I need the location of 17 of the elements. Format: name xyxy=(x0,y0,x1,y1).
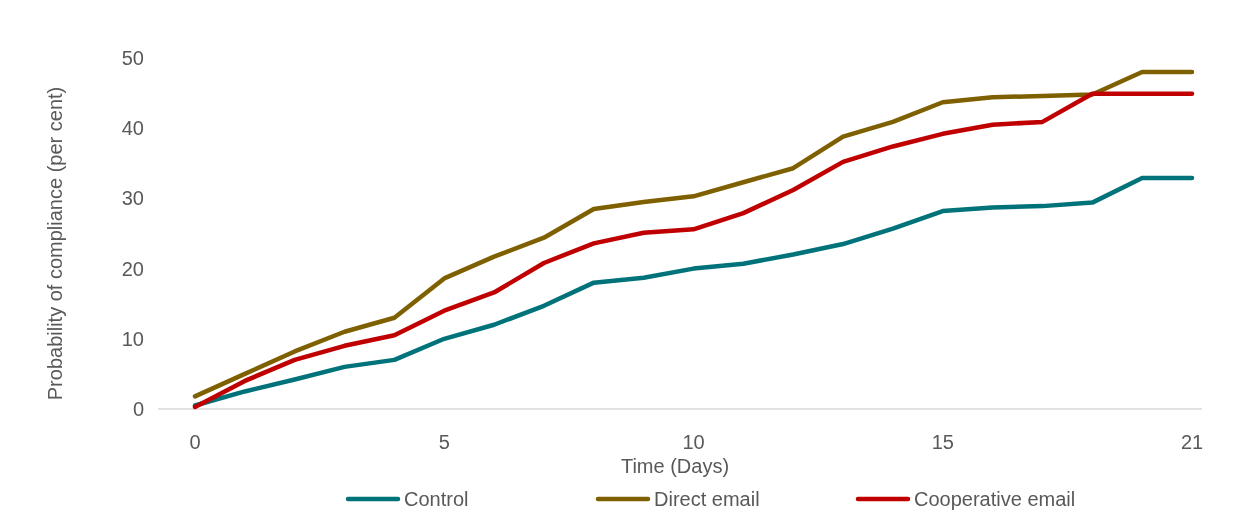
x-tick-label: 10 xyxy=(682,431,705,453)
y-tick-label: 0 xyxy=(132,398,144,420)
x-axis-title: Time (Days) xyxy=(620,455,730,477)
y-tick-label: 40 xyxy=(121,117,144,140)
x-tick-label: 21 xyxy=(1180,431,1204,453)
legend-label: Control xyxy=(404,488,469,510)
y-tick-label: 10 xyxy=(121,327,144,350)
x-tick-label: 15 xyxy=(931,431,954,453)
y-tick-label: 30 xyxy=(121,187,144,210)
y-axis-title: Probability of compliance (per cent) xyxy=(44,86,66,401)
x-tick-label: 5 xyxy=(438,431,450,453)
line-series xyxy=(192,175,1195,408)
y-tick-label: 20 xyxy=(121,257,144,280)
x-tick-label: 0 xyxy=(189,431,201,453)
y-tick-label: 50 xyxy=(121,47,144,69)
legend-label: Direct email xyxy=(654,488,760,510)
legend-label: Cooperative email xyxy=(914,488,1076,510)
